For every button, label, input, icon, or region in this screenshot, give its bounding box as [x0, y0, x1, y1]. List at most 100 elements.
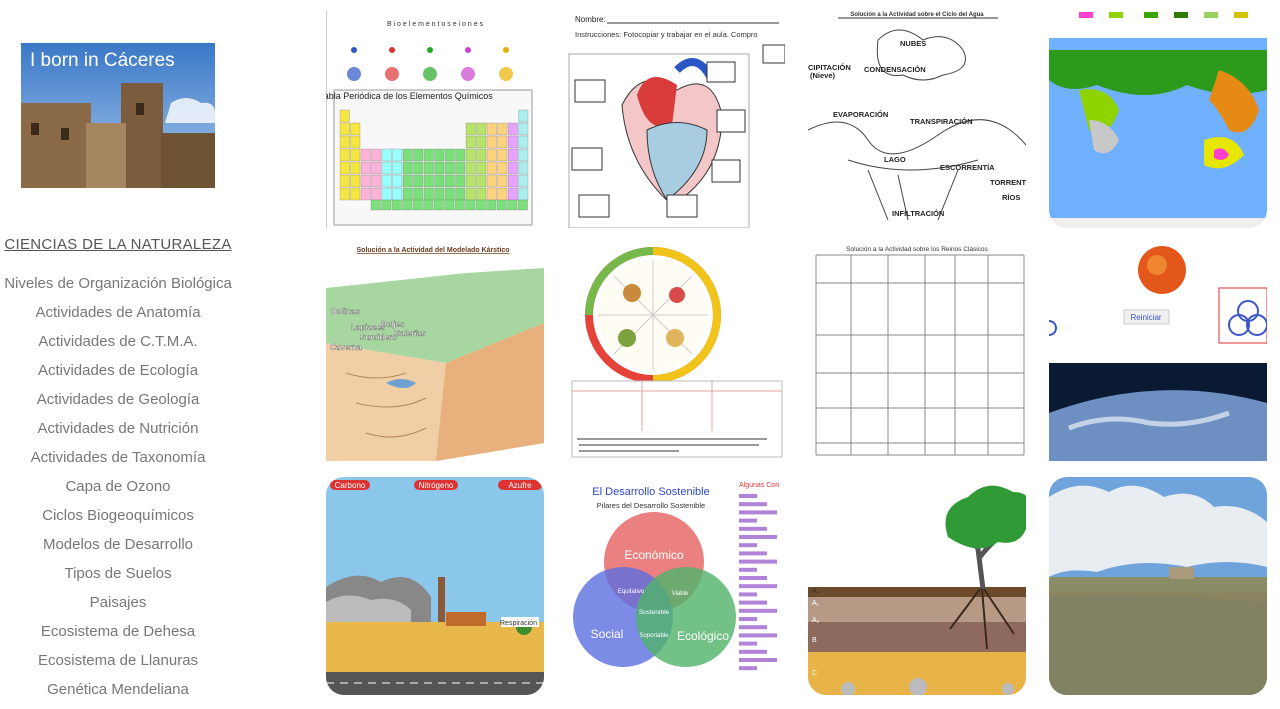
image-shape [465, 161, 476, 175]
image-label: Dolinas [331, 307, 360, 316]
image-label: Galerías [394, 329, 426, 338]
tile[interactable]: Reiniciar [1049, 243, 1267, 461]
menu-item[interactable]: Paisajes [89, 594, 147, 611]
menu-item[interactable]: Tipos de Suelos [64, 565, 172, 582]
image-shape [739, 494, 777, 671]
image-shape [517, 199, 528, 211]
image-shape [739, 567, 757, 572]
menu-item[interactable]: Ecosistema de Llanuras [37, 652, 199, 669]
image-shape [402, 174, 413, 188]
image-shape [808, 243, 1026, 461]
tile[interactable]: Carbono Nitrógeno Azufre Respiración [326, 477, 544, 695]
image-shape [1049, 595, 1267, 695]
image-shape [461, 67, 475, 81]
image-label: Carbono [335, 481, 366, 490]
image-shape [414, 480, 458, 490]
tile[interactable]: Solución a la Actividad sobre el Ciclo d… [808, 10, 1026, 228]
image-shape [444, 174, 455, 188]
menu-item[interactable]: Actividades de Geología [36, 391, 200, 408]
image-label: Respiración [500, 620, 537, 627]
image-shape [455, 148, 466, 162]
tile[interactable] [1049, 477, 1267, 695]
tile[interactable]: Solución a la Actividad sobre los Reinos… [808, 243, 1026, 461]
image-shape [370, 199, 381, 211]
image-shape [475, 199, 486, 211]
image-shape [392, 187, 403, 201]
image-shape [739, 510, 777, 515]
image-shape [507, 187, 518, 201]
logo-text: I born in Cáceres [30, 50, 175, 71]
image-shape [347, 67, 361, 81]
menu-item[interactable]: Actividades de Ecología [37, 362, 199, 379]
image-shape [423, 199, 434, 211]
image-shape [413, 174, 424, 188]
image-shape [392, 174, 403, 188]
image-shape [486, 199, 497, 211]
menu-item[interactable]: Ciclos Biogeoquímicos [42, 507, 194, 524]
image-shape [476, 122, 487, 136]
image-shape [507, 122, 518, 136]
image-shape [476, 161, 487, 175]
image-shape [1204, 12, 1218, 18]
image-shape [350, 135, 361, 149]
tile[interactable]: Solución a la Actividad del Modelado Kár… [326, 243, 544, 461]
image-shape [497, 174, 508, 188]
image-shape [1079, 12, 1248, 18]
image-shape [1049, 320, 1057, 336]
thumbnail: Carbono Nitrógeno Azufre Respiración [326, 477, 544, 695]
image-shape [739, 617, 757, 621]
image-shape [808, 10, 1026, 228]
image-label: Solución a la Actividad sobre los Reinos… [846, 246, 988, 253]
image-shape [518, 174, 529, 188]
menu-item[interactable]: Genética Mendeliana [47, 681, 189, 698]
image-shape [1049, 50, 1267, 95]
logo[interactable]: I born in Cáceres [21, 43, 215, 188]
image-shape [518, 109, 529, 123]
image-shape [497, 148, 508, 162]
image-shape [1089, 120, 1119, 154]
image-shape [497, 161, 508, 175]
image-label: Económico [624, 548, 684, 562]
image-shape [574, 79, 606, 103]
menu-item[interactable]: Ecosistema de Dehesa [40, 623, 196, 640]
menu-item[interactable]: Actividades de Taxonomía [30, 449, 206, 466]
image-shape [618, 329, 636, 347]
image-shape [386, 379, 416, 388]
image-shape [465, 135, 476, 149]
image-shape [666, 329, 684, 347]
image-shape [739, 518, 757, 523]
menu-item[interactable]: Actividades de Anatomía [35, 304, 201, 321]
menu-item[interactable]: Capa de Ozono [65, 478, 171, 495]
image-shape [497, 187, 508, 201]
tile[interactable]: El Desarrollo Sostenible Pilares del Des… [567, 477, 785, 695]
tile[interactable] [1049, 10, 1267, 228]
image-shape [1123, 309, 1170, 325]
image-shape [465, 122, 476, 136]
image-shape [739, 535, 777, 539]
image-shape [434, 174, 445, 188]
image-label: El Desarrollo Sostenible [592, 486, 709, 498]
image-shape [360, 174, 371, 188]
section-heading[interactable]: CIENCIAS DE LA NATURALEZA [4, 236, 232, 253]
image-label: RÍOS [1002, 193, 1020, 202]
image-shape [503, 47, 509, 53]
tile[interactable]: Nombre: Instrucciones: Fotocopiar y trab… [567, 10, 785, 228]
image-shape [507, 161, 518, 175]
image-shape [339, 161, 350, 175]
tile[interactable]: B i o e l e m e n t o s e i o n e s Tabl… [326, 10, 544, 228]
image-shape [739, 641, 757, 646]
image-label: INFILTRACIÓN [892, 209, 944, 218]
image-shape [507, 199, 518, 211]
menu-item[interactable]: Actividades de C.T.M.A. [38, 333, 198, 350]
menu-item[interactable]: Modelos de Desarrollo [42, 536, 194, 553]
image-shape [381, 148, 392, 162]
image-shape [572, 381, 782, 431]
menu-item[interactable]: Niveles de Organización Biológica [4, 275, 232, 292]
tile[interactable] [567, 243, 785, 461]
menu-item[interactable]: Actividades de Nutrición [37, 420, 199, 437]
tile[interactable]: A₀ A₁ A₂ B C [808, 477, 1026, 695]
image-shape [381, 161, 392, 175]
image-shape [518, 161, 529, 175]
image-shape [392, 148, 403, 162]
